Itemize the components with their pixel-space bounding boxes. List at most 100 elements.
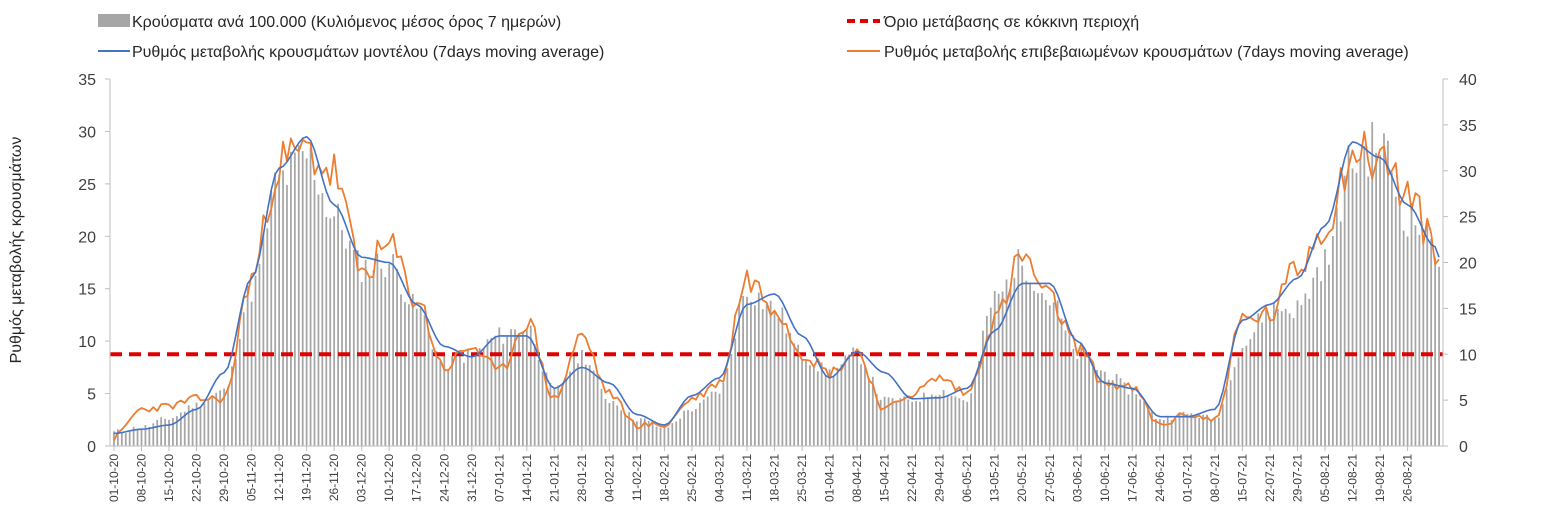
bar [195, 402, 198, 446]
bar [274, 172, 277, 446]
bar [250, 301, 253, 446]
x-tick-label: 18-03-21 [768, 454, 782, 502]
bar [1394, 196, 1397, 446]
bar [1060, 318, 1063, 446]
bar [1390, 172, 1393, 447]
bar [801, 359, 803, 446]
bar [415, 308, 418, 446]
bar [600, 388, 603, 446]
x-tick-label: 08-10-20 [135, 454, 149, 502]
bar [930, 394, 933, 446]
bar [254, 275, 257, 446]
bar [1410, 202, 1413, 446]
bar [384, 277, 387, 446]
bar [765, 304, 768, 446]
bar [1288, 313, 1291, 446]
bar [592, 370, 595, 446]
bar [702, 399, 705, 446]
bar [502, 343, 505, 446]
bar [211, 396, 214, 446]
y-right-tick-label: 10 [1459, 347, 1477, 364]
bar [1162, 420, 1165, 446]
bar [1166, 415, 1169, 446]
bar [1155, 418, 1157, 446]
bar [1237, 357, 1240, 446]
bar [584, 364, 587, 446]
y-right-tick-label: 15 [1459, 301, 1477, 318]
bar [1276, 308, 1279, 446]
bar [1131, 388, 1134, 446]
bar [1170, 419, 1173, 446]
bar [1037, 293, 1039, 446]
x-tick-label: 15-10-20 [162, 454, 176, 502]
bar [1296, 300, 1299, 446]
bar [1339, 221, 1342, 446]
bar [757, 292, 760, 446]
bar [128, 431, 131, 446]
bar [144, 425, 147, 446]
y-right-tick-label: 0 [1459, 439, 1468, 456]
bar [124, 433, 127, 446]
x-tick-label: 21-01-21 [547, 454, 561, 502]
bar [604, 399, 607, 446]
bar [140, 428, 143, 446]
bar [671, 423, 674, 446]
x-tick-label: 12-11-20 [272, 454, 286, 501]
bar [1033, 290, 1035, 446]
bar [545, 372, 548, 446]
bar [1438, 266, 1440, 446]
bar [659, 427, 662, 446]
x-tick-label: 15-04-21 [878, 454, 892, 502]
legend-bar-swatch [98, 14, 130, 27]
bar [781, 307, 784, 446]
bar [1056, 300, 1059, 446]
bar [588, 365, 591, 446]
bar [761, 309, 764, 446]
bar [1434, 257, 1436, 446]
bar [136, 429, 139, 446]
bar [1430, 238, 1433, 446]
bar [573, 354, 575, 446]
bar [1072, 348, 1075, 446]
bar [1111, 380, 1114, 446]
bar [848, 354, 851, 446]
bar [333, 216, 336, 446]
x-tick-label: 08-07-21 [1208, 454, 1222, 502]
bar [191, 408, 194, 446]
x-tick-label: 01-07-21 [1180, 454, 1194, 502]
x-tick-label: 25-03-21 [795, 454, 809, 502]
bar [1347, 145, 1350, 446]
y-axis-title: Ρυθμός μεταβολής κρουσμάτων [8, 137, 25, 364]
bar [262, 233, 265, 446]
bar [919, 401, 921, 446]
y-right-tick-label: 5 [1459, 393, 1468, 410]
x-tick-label: 03-06-21 [1070, 454, 1084, 502]
x-tick-label: 05-08-21 [1318, 454, 1332, 502]
bar [231, 366, 233, 446]
legend-bar-label: Κρούσματα ανά 100.000 (Κυλιόμενος μέσος … [132, 14, 561, 31]
bar [510, 329, 512, 446]
bar [643, 418, 646, 446]
bar [722, 382, 725, 446]
bar [164, 418, 166, 446]
bar [325, 216, 328, 446]
bar [1107, 379, 1110, 446]
legend-confirmed-label: Ρυθμός μεταβολής επιβεβαιωμένων κρουσμάτ… [884, 44, 1409, 61]
bar [860, 364, 862, 446]
bar [423, 315, 426, 446]
x-tick-label: 03-12-20 [355, 454, 369, 502]
bar [132, 426, 135, 446]
bar [282, 170, 284, 447]
bar [844, 355, 847, 446]
x-tick-label: 11-02-21 [630, 454, 644, 501]
bar [1406, 236, 1409, 446]
x-tick-label: 22-10-20 [190, 454, 204, 502]
bar [120, 432, 123, 446]
bar [978, 361, 980, 446]
bar [820, 362, 823, 446]
bar [1013, 277, 1016, 446]
bar [396, 269, 398, 446]
x-tick-label: 22-04-21 [905, 454, 919, 502]
bar [695, 409, 697, 446]
bar [400, 294, 402, 446]
